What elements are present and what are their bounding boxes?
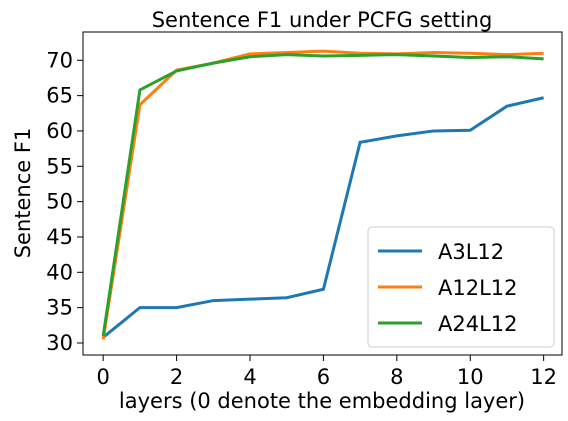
y-tick-label: 40 (46, 260, 73, 284)
x-tick-label: 0 (97, 365, 110, 389)
y-tick-label: 35 (46, 296, 73, 320)
legend-label: A3L12 (438, 240, 504, 264)
y-tick-label: 70 (46, 48, 73, 72)
x-tick-label: 4 (243, 365, 256, 389)
x-tick-label: 8 (390, 365, 403, 389)
x-tick-label: 10 (457, 365, 484, 389)
x-axis-label: layers (0 denote the embedding layer) (119, 389, 525, 413)
y-tick-label: 45 (46, 225, 73, 249)
line-series (101, 53, 544, 337)
chart-title: Sentence F1 under PCFG setting (152, 8, 493, 32)
y-tick-label: 60 (46, 119, 73, 143)
x-tick-label: 6 (317, 365, 330, 389)
x-tick-label: 2 (170, 365, 183, 389)
legend-label: A24L12 (438, 312, 518, 336)
y-tick-label: 55 (46, 154, 73, 178)
line-series (102, 96, 544, 339)
y-tick-label: 50 (46, 190, 73, 214)
y-tick-label: 65 (46, 84, 73, 108)
x-tick-label: 12 (530, 365, 557, 389)
plot-frame (82, 31, 563, 356)
legend-box (367, 226, 555, 348)
y-axis-label: Sentence F1 (11, 128, 35, 259)
legend-label: A12L12 (438, 276, 518, 300)
y-tick-label: 30 (46, 331, 73, 355)
